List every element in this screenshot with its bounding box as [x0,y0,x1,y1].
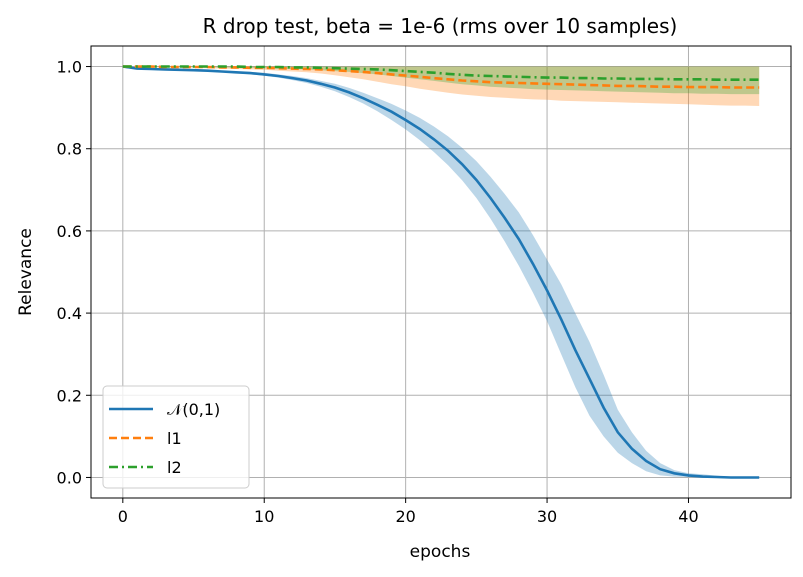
y-axis: 0.0 0.2 0.4 0.6 0.8 1.0 [57,58,91,487]
confidence-bands [122,66,760,478]
legend: 𝒩(0,1) l1 l2 [102,385,250,489]
y-tick-label: 0.6 [57,222,82,241]
x-axis-label: epochs [410,542,471,562]
y-tick-label: 0.0 [57,468,82,487]
line-series-2 [122,65,760,81]
x-tick-label: 20 [395,507,415,526]
y-tick-label: 0.4 [57,304,82,323]
x-tick-label: 40 [678,507,698,526]
legend-label-1: l1 [167,429,182,448]
x-axis: 0 10 20 30 40 [118,498,699,526]
legend-label-2: l2 [167,458,182,477]
line-series-1 [122,65,760,89]
legend-label-0: 𝒩(0,1) [167,400,220,419]
y-tick-label: 1.0 [57,58,82,77]
chart-title: R drop test, beta = 1e-6 (rms over 10 sa… [203,14,678,38]
series-lines [122,65,760,479]
y-tick-label: 0.2 [57,386,82,405]
x-tick-label: 0 [118,507,128,526]
band-series-0 [122,66,760,478]
y-tick-label: 0.8 [57,140,82,159]
x-tick-label: 10 [254,507,274,526]
band-series-1 [122,66,760,106]
band-series-2 [122,66,760,95]
plot-frame [90,45,792,499]
legend-box [102,385,250,489]
y-axis-label: Relevance [16,228,36,316]
line-series-0 [122,65,760,479]
x-tick-label: 30 [537,507,557,526]
